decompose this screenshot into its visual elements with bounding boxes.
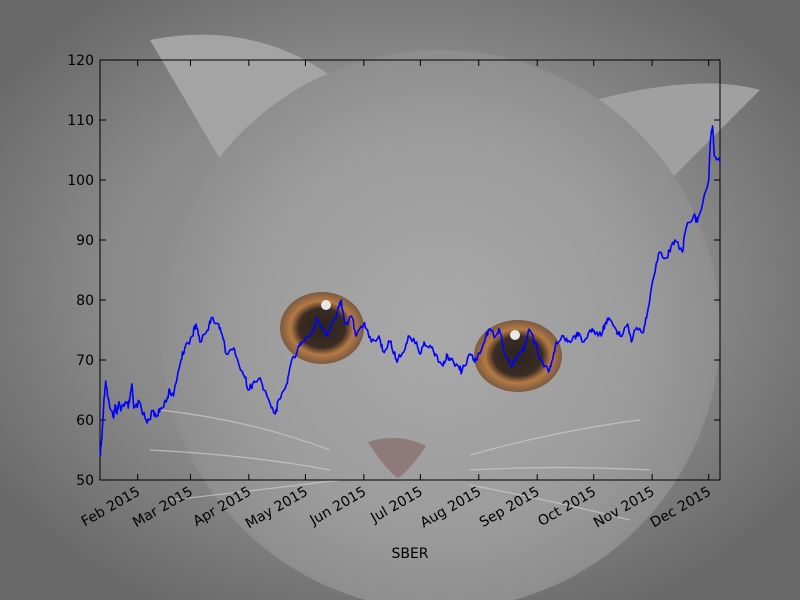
x-tick-label: Sep 2015	[477, 484, 543, 531]
y-tick-label: 120	[67, 53, 94, 69]
y-tick-label: 50	[76, 473, 94, 489]
x-tick-label: Aug 2015	[418, 484, 484, 532]
y-axis: 50 60 70 80 90 100 110 120	[67, 53, 720, 489]
x-axis-label: SBER	[391, 546, 428, 562]
y-tick-label: 70	[76, 353, 94, 369]
cat-left-ear	[150, 34, 330, 210]
y-tick-label: 80	[76, 293, 94, 309]
x-tick-label: Oct 2015	[535, 484, 599, 530]
y-tick-label: 100	[67, 173, 94, 189]
y-tick-label: 110	[67, 113, 94, 129]
x-tick-label: May 2015	[243, 484, 311, 532]
x-tick-label: Mar 2015	[130, 484, 196, 531]
x-tick-label: Dec 2015	[648, 484, 714, 531]
sber-price-line	[99, 125, 721, 457]
x-tick-label: Nov 2015	[591, 484, 657, 532]
x-tick-label: Jul 2015	[367, 484, 425, 527]
cat-nose	[368, 437, 426, 478]
y-tick-label: 90	[76, 233, 94, 249]
plot-frame	[99, 59, 721, 481]
y-tick-label: 60	[76, 413, 94, 429]
x-tick-label: Jun 2015	[307, 484, 370, 529]
cat-head	[160, 50, 720, 600]
